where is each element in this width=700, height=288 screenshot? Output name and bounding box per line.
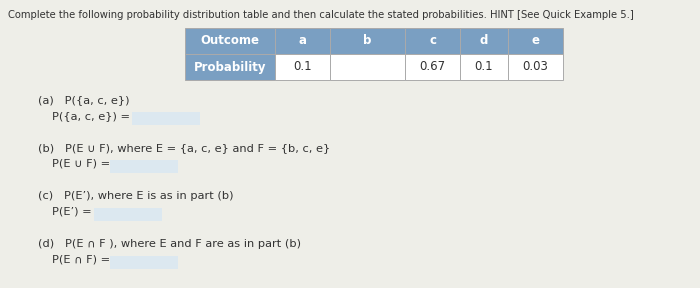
- Bar: [132, 112, 200, 125]
- Text: P(E ∪ F) =: P(E ∪ F) =: [52, 159, 110, 169]
- Bar: [508, 54, 563, 80]
- Bar: [275, 54, 330, 80]
- Bar: [405, 28, 460, 54]
- Text: Probability: Probability: [194, 60, 266, 73]
- Bar: [110, 160, 178, 173]
- Text: (a)   P({a, c, e}): (a) P({a, c, e}): [38, 95, 130, 105]
- Bar: [460, 28, 508, 54]
- Text: 0.1: 0.1: [475, 60, 493, 73]
- Text: P(E ∩ F) =: P(E ∩ F) =: [52, 255, 110, 265]
- Text: a: a: [298, 35, 307, 48]
- Text: P({a, c, e}) =: P({a, c, e}) =: [52, 111, 130, 121]
- Text: c: c: [429, 35, 436, 48]
- Bar: [275, 28, 330, 54]
- Text: 0.1: 0.1: [293, 60, 312, 73]
- Bar: [405, 54, 460, 80]
- Text: e: e: [531, 35, 540, 48]
- Bar: [185, 28, 275, 54]
- Bar: [330, 28, 405, 54]
- Bar: [185, 54, 275, 80]
- Text: (d)   P(E ∩ F ), where E and F are as in part (b): (d) P(E ∩ F ), where E and F are as in p…: [38, 239, 301, 249]
- Bar: [94, 208, 162, 221]
- Text: Complete the following probability distribution table and then calculate the sta: Complete the following probability distr…: [8, 10, 634, 20]
- Text: 0.67: 0.67: [419, 60, 446, 73]
- Text: (b)   P(E ∪ F), where E = {a, c, e} and F = {b, c, e}: (b) P(E ∪ F), where E = {a, c, e} and F …: [38, 143, 330, 153]
- Text: b: b: [363, 35, 372, 48]
- Text: d: d: [480, 35, 488, 48]
- Text: Outcome: Outcome: [200, 35, 260, 48]
- Text: (c)   P(E’), where E is as in part (b): (c) P(E’), where E is as in part (b): [38, 191, 234, 201]
- Bar: [460, 54, 508, 80]
- Bar: [508, 28, 563, 54]
- Text: P(E’) =: P(E’) =: [52, 207, 92, 217]
- Text: 0.03: 0.03: [523, 60, 548, 73]
- Bar: [330, 54, 405, 80]
- Bar: [110, 256, 178, 269]
